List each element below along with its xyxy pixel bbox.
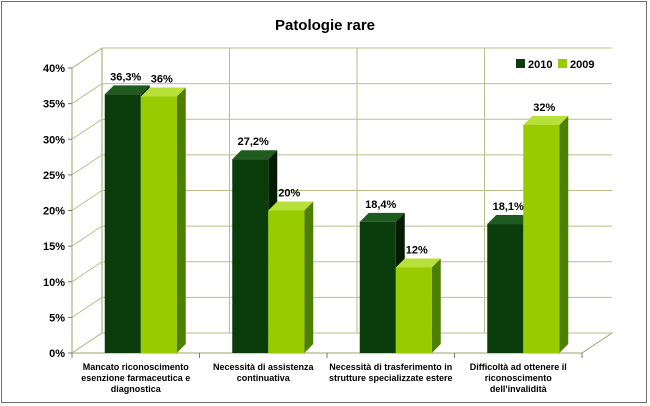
data-label: 36,3%: [110, 71, 141, 83]
bar-top: [268, 201, 314, 211]
bar-top: [359, 212, 405, 222]
bar-front: [232, 159, 269, 353]
data-label: 36%: [151, 74, 173, 86]
bar-top: [523, 116, 569, 125]
legend: 2010 2009: [516, 59, 594, 71]
data-label: 18,4%: [365, 199, 396, 211]
bar-top: [104, 85, 150, 95]
gridlines: [71, 47, 612, 354]
bar-top: [395, 258, 441, 268]
x-category-line: dell'invalidità: [490, 384, 548, 394]
bar-front: [140, 96, 177, 353]
bar-side: [559, 116, 569, 353]
x-category-line: Necessità di trasferimento in: [329, 362, 452, 372]
x-category-label: Necessità di assistenza continuativa: [213, 362, 315, 383]
x-category-line: strutture specializzate estere: [329, 373, 453, 383]
bars: [104, 85, 569, 354]
gridline: [71, 118, 612, 140]
y-tick-label: 0%: [49, 348, 65, 360]
bar: [140, 87, 186, 353]
bar-front: [268, 210, 305, 353]
bar: [523, 116, 569, 353]
data-labels: 36,3% 27,2% 18,4% 18,1% 36% 20% 12% 32%: [110, 71, 555, 256]
y-tick-label: 35%: [43, 99, 65, 111]
gridline: [71, 190, 612, 211]
bar: [268, 201, 314, 353]
legend-swatch: [516, 59, 525, 68]
gridline: [71, 332, 612, 354]
bar-top: [487, 215, 533, 225]
data-label: 27,2%: [238, 136, 269, 148]
legend-label: 2009: [570, 59, 594, 71]
gridline: [71, 83, 612, 105]
data-label: 20%: [278, 188, 300, 200]
x-category-label: Mancato riconoscimento esenzione farmaceu…: [81, 362, 190, 394]
x-category-label: Difficoltà ad ottenere il riconoscimento d…: [470, 362, 567, 394]
chart-title: Patologie rare: [275, 17, 375, 34]
x-axis: Mancato riconoscimento esenzione farmaceu…: [71, 353, 583, 394]
x-category-label: Necessità di trasferimento in strutture s…: [329, 362, 453, 383]
gridline: [71, 154, 612, 176]
data-label: 18,1%: [493, 201, 524, 213]
data-label: 32%: [533, 102, 555, 114]
y-tick-label: 40%: [43, 63, 65, 75]
x-category-line: Necessità di assistenza: [213, 362, 315, 372]
bar: [395, 258, 441, 353]
x-category-line: Difficoltà ad ottenere il: [470, 362, 567, 372]
bar-side: [431, 258, 441, 353]
x-category-line: esenzione farmaceutica e: [81, 373, 190, 383]
y-tick-label: 15%: [43, 241, 65, 253]
y-tick-label: 5%: [49, 312, 65, 324]
y-tick-label: 25%: [43, 170, 65, 182]
bar-side: [304, 201, 314, 353]
bar-top: [140, 87, 186, 97]
bar-top: [232, 150, 278, 160]
data-label: 12%: [406, 245, 428, 257]
y-axis: 0% 5% 10% 15% 20% 25% 30% 35% 40%: [43, 63, 72, 360]
bar-front: [359, 221, 396, 353]
legend-swatch: [558, 59, 567, 68]
x-category-line: continuativa: [237, 373, 291, 383]
y-tick-label: 20%: [43, 206, 65, 218]
bar-side: [176, 87, 186, 353]
x-category-line: riconoscimento: [485, 373, 553, 383]
bar-front: [395, 267, 432, 353]
bar-front: [487, 224, 524, 353]
y-tick-label: 10%: [43, 277, 65, 289]
x-category-line: Mancato riconoscimento: [83, 362, 190, 372]
x-category-line: diagnostica: [111, 384, 162, 394]
gridline: [71, 47, 612, 69]
gridline: [71, 296, 612, 318]
bar-front: [523, 125, 560, 353]
gridline: [71, 261, 612, 283]
y-tick-label: 30%: [43, 134, 65, 146]
legend-label: 2010: [528, 59, 552, 71]
bar-front: [104, 94, 141, 354]
gridline: [71, 225, 612, 247]
